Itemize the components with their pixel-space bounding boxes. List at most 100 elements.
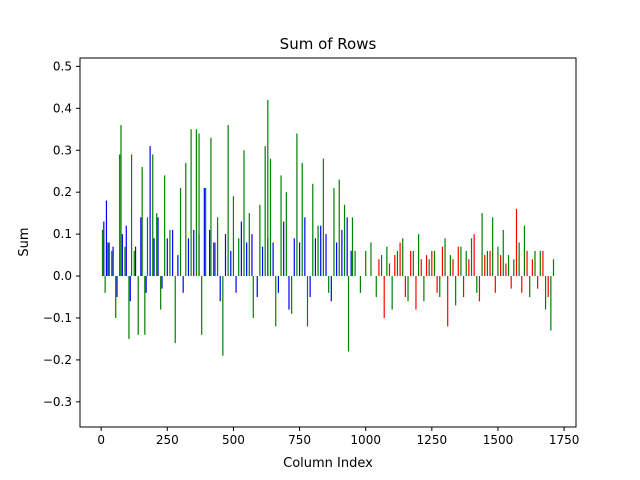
bar-blue-18 [182, 276, 184, 293]
bar-green-15 [152, 154, 154, 277]
bar-green-45 [291, 276, 293, 314]
bar-red-25 [510, 276, 512, 289]
x-tick-label: 750 [288, 433, 311, 447]
bar-green-70 [418, 234, 420, 277]
bar-blue-50 [350, 250, 352, 277]
bar-blue-22 [203, 187, 205, 277]
bar-green-18 [164, 175, 166, 277]
bar-blue-47 [336, 242, 338, 277]
bar-green-23 [190, 129, 192, 277]
bar-red-20 [484, 255, 486, 277]
bar-blue-37 [283, 221, 285, 277]
bar-green-68 [407, 276, 409, 302]
chart-title: Sum of Rows [280, 35, 377, 53]
x-axis-ticks: 0 250 500 750 1000 1250 1500 1750 [97, 427, 579, 447]
bar-red-28 [526, 250, 528, 277]
bar-red-12 [441, 246, 444, 277]
bar-green-82 [481, 213, 483, 277]
y-tick-label: −0.3 [43, 395, 72, 409]
bar-green-42 [275, 276, 277, 327]
y-tick-label: 0.2 [53, 185, 72, 199]
bar-green-47 [301, 162, 303, 277]
bar-blue-39 [293, 238, 295, 277]
x-tick-label: 1750 [549, 433, 580, 447]
y-axis-label: Sum [17, 227, 32, 256]
bar-green-36 [248, 213, 250, 277]
bars-layer [101, 99, 555, 356]
bar-green-2 [107, 242, 109, 277]
bar-red-14 [452, 259, 454, 277]
bar-green-83 [486, 250, 488, 277]
bar-green-48 [306, 276, 309, 327]
bar-green-94 [544, 276, 547, 310]
bar-red-5 [404, 276, 406, 298]
bar-green-8 [128, 276, 130, 339]
bar-blue-28 [235, 276, 237, 293]
y-tick-label: 0.0 [53, 269, 72, 283]
bar-blue-40 [298, 242, 301, 277]
bar-blue-30 [246, 242, 248, 277]
bar-blue-4 [116, 276, 118, 298]
bar-green-43 [280, 175, 282, 277]
bar-blue-14 [161, 276, 163, 289]
bar-red-23 [500, 255, 502, 277]
bar-green-72 [428, 259, 430, 277]
bar-red-9 [425, 255, 428, 277]
bar-green-5 [119, 154, 121, 277]
bar-green-88 [513, 259, 515, 277]
bar-blue-13 [157, 217, 159, 277]
bar-blue-11 [149, 146, 151, 277]
x-axis-label: Column Index [283, 456, 373, 471]
y-tick-label: 0.3 [53, 143, 72, 157]
bar-blue-25 [219, 276, 221, 302]
bar-green-10 [133, 250, 135, 277]
bar-blue-35 [272, 242, 274, 277]
bar-red-17 [468, 259, 470, 277]
bar-green-17 [160, 276, 162, 310]
bar-blue-17 [177, 255, 179, 277]
bar-green-34 [238, 238, 240, 277]
bar-green-22 [185, 162, 187, 277]
bar-blue-5 [121, 234, 123, 277]
bar-green-31 [222, 276, 224, 356]
bar-green-95 [550, 276, 552, 331]
bar-green-87 [507, 255, 510, 277]
bar-green-73 [433, 250, 436, 277]
bar-blue-27 [230, 250, 232, 277]
bar-green-63 [380, 255, 383, 277]
bar-blue-10 [145, 276, 147, 293]
bar-red-15 [457, 246, 459, 277]
bar-blue-7 [129, 276, 131, 302]
bar-red-22 [494, 276, 496, 293]
bar-green-92 [534, 250, 536, 277]
bar-green-75 [444, 238, 446, 277]
bar-blue-20 [193, 229, 195, 277]
bar-blue-43 [314, 238, 317, 277]
y-tick-label: −0.2 [43, 353, 72, 367]
bar-green-25 [198, 133, 200, 277]
bar-green-76 [449, 255, 451, 277]
bar-blue-16 [171, 229, 174, 277]
bar-green-46 [296, 133, 298, 277]
x-tick-label: 1250 [417, 433, 448, 447]
bar-blue-33 [261, 246, 264, 277]
x-tick-label: 250 [156, 433, 179, 447]
bar-green-27 [205, 187, 207, 277]
bar-green-58 [354, 250, 356, 277]
bar-blue-6 [125, 225, 127, 277]
bar-blue-3 [112, 246, 114, 277]
bar-red-18 [473, 234, 475, 277]
bar-blue-41 [304, 217, 306, 277]
bar-blue-42 [309, 276, 311, 298]
bar-green-62 [375, 276, 377, 298]
bar-green-50 [317, 225, 319, 277]
bar-green-35 [243, 150, 245, 277]
bar-red-6 [410, 250, 412, 277]
bar-blue-44 [320, 225, 322, 277]
bar-red-8 [420, 259, 422, 277]
y-tick-label: −0.1 [43, 311, 72, 325]
bar-red-21 [489, 250, 491, 277]
bar-green-90 [523, 225, 526, 277]
bar-green-54 [338, 179, 340, 277]
